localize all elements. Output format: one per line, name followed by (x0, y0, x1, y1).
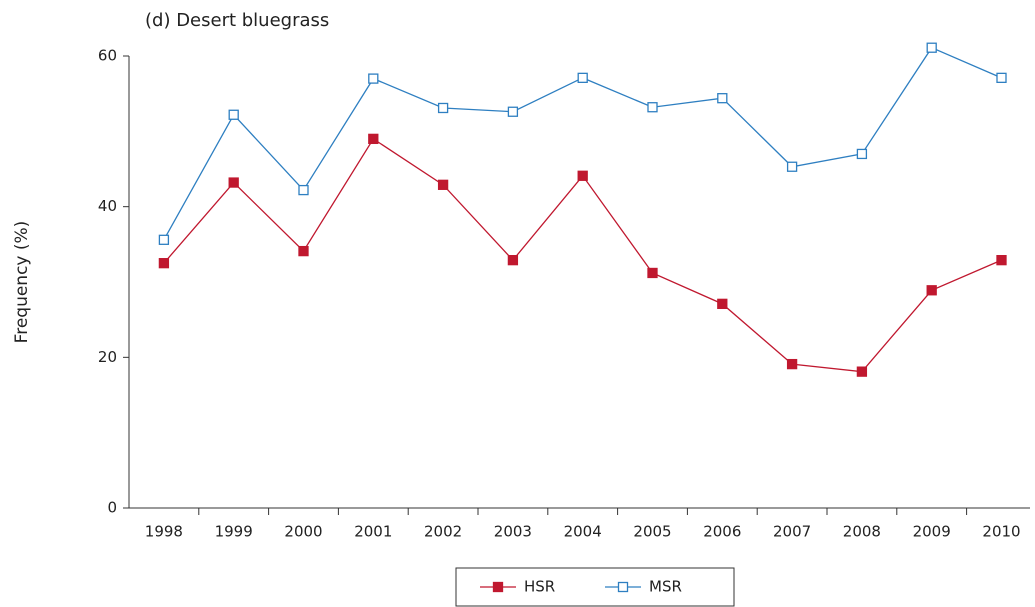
point (368, 133, 379, 145)
y-axis-label: Frequency (%) (12, 221, 32, 344)
point (228, 109, 239, 120)
point (437, 102, 449, 114)
point (786, 161, 798, 172)
x-tick-label: 2009 (913, 523, 951, 541)
point (926, 42, 937, 53)
point (507, 106, 519, 117)
x-tick-label: 2001 (354, 523, 392, 541)
point (996, 255, 1007, 266)
point (158, 258, 170, 269)
point (577, 72, 588, 83)
point (298, 184, 309, 196)
point (577, 170, 588, 181)
point (158, 234, 170, 245)
point (437, 179, 449, 190)
point (717, 298, 728, 309)
legend-marker (617, 581, 629, 593)
point (647, 102, 658, 113)
chart-title: (d) Desert bluegrass (145, 10, 329, 31)
x-tick-label: 1998 (145, 523, 183, 541)
x-tick-label: 2002 (424, 523, 462, 541)
x-tick-label: 2006 (703, 523, 741, 541)
point (647, 267, 658, 279)
x-tick-label: 2010 (982, 523, 1020, 541)
legend-label: HSR (524, 578, 555, 596)
x-tick-label: 2004 (564, 523, 602, 541)
x-tick-label: 2007 (773, 523, 811, 541)
y-tick-label: 60 (98, 47, 117, 65)
y-tick-label: 40 (98, 197, 117, 215)
x-tick-label: 2005 (633, 523, 671, 541)
x-tick-label: 1999 (215, 523, 253, 541)
point (996, 72, 1007, 83)
x-tick-label: 2003 (494, 523, 532, 541)
point (298, 245, 309, 257)
legend-box (455, 567, 735, 607)
y-tick-label: 0 (107, 499, 117, 517)
legend-marker (492, 581, 504, 593)
point (856, 148, 868, 160)
point (786, 358, 798, 370)
x-tick-label: 2000 (284, 523, 322, 541)
legend-label: MSR (649, 578, 682, 596)
point (717, 93, 728, 104)
point (368, 73, 379, 84)
point (228, 177, 239, 188)
point (507, 255, 519, 266)
point (926, 285, 937, 296)
y-tick-label: 20 (98, 348, 117, 366)
point (856, 366, 868, 377)
x-tick-label: 2008 (843, 523, 881, 541)
